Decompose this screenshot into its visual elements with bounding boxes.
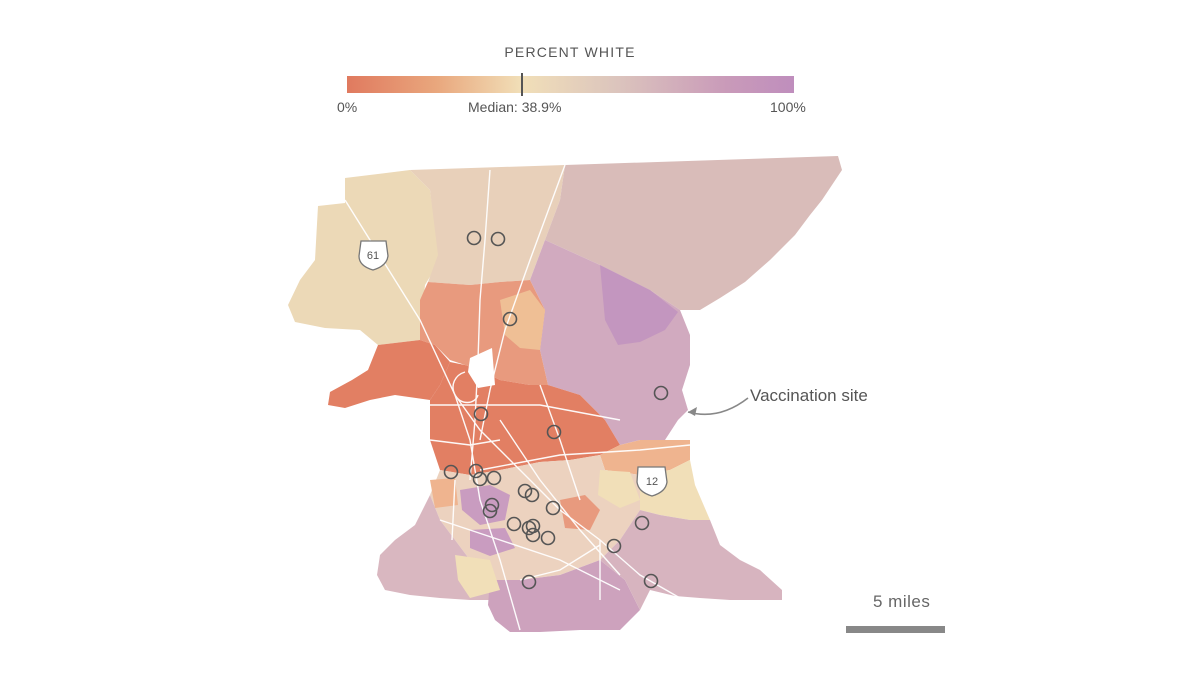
region-south-beige-2 bbox=[598, 470, 640, 508]
interstate-61-shield-icon: 61 bbox=[358, 240, 389, 271]
vaccination-site-marker bbox=[486, 470, 502, 486]
region-south-beige bbox=[455, 555, 500, 598]
vaccination-site-marker bbox=[525, 527, 541, 543]
vaccination-sites bbox=[443, 230, 669, 590]
vaccination-site-marker bbox=[468, 463, 484, 479]
region-east-dark-purple bbox=[600, 265, 678, 345]
scale-label: 5 miles bbox=[873, 592, 931, 611]
vaccination-site-marker bbox=[540, 530, 556, 546]
vaccination-site-marker bbox=[490, 231, 506, 247]
vaccination-site-marker bbox=[443, 464, 459, 480]
legend-color-bar bbox=[347, 76, 794, 93]
legend-min-label: 0% bbox=[337, 99, 358, 115]
vaccination-site-marker bbox=[643, 573, 659, 589]
legend-title: PERCENT WHITE bbox=[504, 44, 636, 60]
vaccination-site-marker bbox=[482, 503, 498, 519]
vaccination-site-marker bbox=[521, 574, 537, 590]
region-south-orange-2 bbox=[560, 495, 600, 530]
region-northeast bbox=[545, 156, 842, 310]
scale-bar bbox=[846, 626, 945, 633]
region-north-central bbox=[410, 165, 565, 285]
vaccination-site-marker bbox=[524, 487, 540, 503]
vaccination-site-marker bbox=[472, 471, 488, 487]
vaccination-site-marker bbox=[653, 385, 669, 401]
vaccination-site-marker bbox=[525, 518, 541, 534]
region-south-orange bbox=[430, 478, 458, 508]
region-west-arm bbox=[328, 340, 450, 408]
annotation-arrow bbox=[687, 397, 749, 416]
vaccination-site-marker bbox=[606, 538, 622, 554]
vaccination-site-marker bbox=[466, 230, 482, 246]
region-lake bbox=[468, 348, 495, 388]
region-east-orange bbox=[600, 440, 690, 475]
vaccination-site-marker bbox=[634, 515, 650, 531]
vaccination-site-marker bbox=[545, 500, 561, 516]
interstate-12-label: 12 bbox=[646, 476, 658, 488]
interstate-61-label: 61 bbox=[367, 250, 379, 262]
region-central-peach bbox=[500, 290, 545, 350]
vaccination-site-marker bbox=[484, 497, 500, 513]
legend-median-label: Median: 38.9% bbox=[468, 99, 562, 115]
vaccination-site-marker bbox=[502, 311, 518, 327]
vaccination-site-marker bbox=[546, 424, 562, 440]
region-central-core bbox=[430, 362, 620, 475]
vaccination-site-marker bbox=[517, 483, 533, 499]
annotation-arrowhead-icon bbox=[688, 407, 697, 416]
vaccination-site-marker bbox=[473, 406, 489, 422]
roads bbox=[344, 164, 691, 631]
legend-median-tick bbox=[521, 73, 523, 96]
region-south-purple-3 bbox=[470, 528, 515, 556]
region-south-purple bbox=[488, 560, 640, 632]
vaccination-site-marker bbox=[506, 516, 522, 532]
interstate-12-shield-icon: 12 bbox=[636, 466, 668, 497]
legend-max-label: 100% bbox=[770, 99, 806, 115]
annotation-label: Vaccination site bbox=[750, 386, 868, 405]
